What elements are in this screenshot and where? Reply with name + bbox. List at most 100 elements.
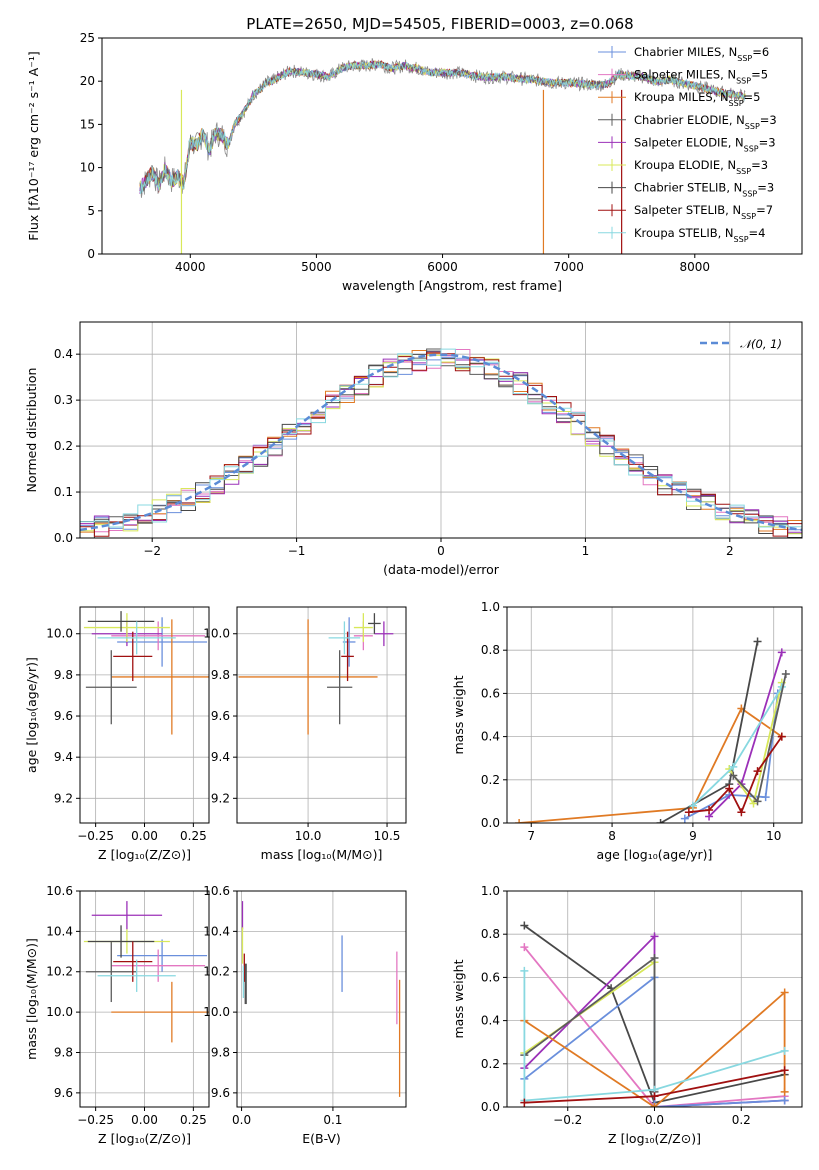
y-tick-label: 0.8 (481, 643, 500, 657)
y-tick-label: 1.0 (481, 600, 500, 614)
y-tick-label: 10 (80, 161, 95, 175)
y-tick-label: 0.6 (481, 686, 500, 700)
x-tick-label: 0.1 (323, 1113, 342, 1127)
y-tick-label: 10.0 (203, 1005, 230, 1019)
legend-subscript: SSP (737, 54, 752, 63)
weight-marker-1 (520, 943, 529, 952)
weight-line-8 (523, 970, 785, 1102)
y-tick-label: 10.0 (46, 627, 73, 641)
errorbars (83, 901, 209, 1043)
age-vs-metallicity-panel: −0.25 0.00 0.25 9.2 9.4 9.6 9.8 10.0 Z [log₁₀(Z/… (24, 606, 210, 862)
y-tick-label: 0.8 (481, 927, 500, 941)
y-tick-label: 10.4 (203, 924, 230, 938)
legend-label-3: Chabrier ELODIE, NSSP=3 (634, 113, 777, 131)
x-tick-label: 10.5 (374, 829, 401, 843)
axes-frame (236, 606, 407, 824)
y-tick-label: 0.1 (54, 485, 73, 499)
y-tick-label: 0.0 (54, 531, 73, 545)
x-tick-label: −0.25 (77, 1113, 114, 1127)
weight-marker-7 (650, 1092, 659, 1101)
y-tick-label: 9.8 (211, 1045, 230, 1059)
x-tick-label: 5000 (301, 260, 332, 274)
weight-marker-4 (650, 932, 659, 941)
x-tick-label: 10 (766, 829, 781, 843)
axes-frame (506, 890, 803, 1108)
mass-weight-vs-metallicity-panel: −0.2 0.0 0.2 0.0 0.2 0.4 0.6 0.8 1.0 Z [log₁₀(Z/Z… (451, 884, 803, 1146)
weight-marker-7 (753, 767, 762, 776)
y-tick-label: 0.4 (481, 730, 500, 744)
y-tick-label: 0.0 (481, 816, 500, 830)
x-tick-label: 0.0 (232, 1113, 251, 1127)
weight-marker-2 (780, 988, 789, 997)
y-tick-label: 9.4 (54, 750, 73, 764)
x-tick-label: 6000 (427, 260, 458, 274)
axes-frame (79, 890, 210, 1108)
mass-vs-metallicity-panel: −0.25 0.00 0.25 9.6 9.8 10.0 10.2 10.4 10.6 Z [lo… (24, 884, 210, 1146)
legend-count: =5 (744, 90, 761, 104)
x-tick-label: −0.25 (77, 829, 114, 843)
weight-line-3 (523, 956, 656, 1092)
weight-line-2 (523, 990, 786, 1107)
weight-marker-0 (780, 1096, 789, 1105)
y-tick-label: 10.0 (46, 1005, 73, 1019)
y-tick-label: 10.2 (203, 965, 230, 979)
x-axis-label: Z [log₁₀(Z/Z⊙)] (98, 847, 191, 862)
weight-marker-0 (761, 793, 770, 802)
y-tick-label: 10.2 (46, 965, 73, 979)
y-tick-label: 15 (80, 117, 95, 131)
spectrum-lines (139, 58, 746, 254)
legend-subscript: SSP (734, 234, 749, 243)
weight-marker-8 (729, 762, 738, 771)
weight-marker-6 (656, 819, 665, 823)
weight-marker-3 (729, 771, 738, 780)
weight-marker-7 (705, 806, 714, 815)
weight-marker-7 (725, 784, 734, 793)
weight-marker-3 (781, 669, 790, 678)
x-tick-label: −2 (143, 544, 161, 558)
y-axis-label: Flux [fλ10⁻¹⁷ erg cm⁻² s⁻¹ A⁻¹] (26, 51, 41, 240)
legend-count: =3 (751, 158, 768, 172)
x-tick-label: −1 (288, 544, 306, 558)
normal-reference-curve (80, 353, 802, 532)
y-tick-label: 0.6 (481, 970, 500, 984)
weight-marker-2 (515, 819, 524, 823)
x-axis-label: Z [log₁₀(Z/Z⊙)] (98, 1131, 191, 1146)
axes-frame (79, 321, 803, 539)
errorbars (238, 613, 394, 735)
weight-line-6 (523, 924, 785, 1104)
legend-count: =3 (759, 135, 776, 149)
weight-marker-4 (777, 648, 786, 657)
y-tick-label: 0.3 (54, 393, 73, 407)
weight-line-1 (523, 946, 785, 1107)
x-tick-label: 0.25 (180, 1113, 207, 1127)
axes-frame (101, 37, 803, 255)
legend-subscript: SSP (745, 121, 760, 130)
y-tick-label: 9.8 (54, 1045, 73, 1059)
x-tick-label: 0 (437, 544, 445, 558)
weight-marker-3 (753, 797, 762, 806)
x-tick-label: 2 (726, 544, 734, 558)
legend-label-4: Salpeter ELODIE, NSSP=3 (634, 135, 776, 153)
y-tick-label: 10.0 (203, 627, 230, 641)
legend-subscript: SSP (742, 189, 757, 198)
y-tick-label: 9.8 (54, 668, 73, 682)
legend: Chabrier MILES, NSSP=6 Salpeter MILES, NS… (598, 45, 777, 243)
spectrum-panel: 4000 5000 6000 7000 8000 0 5 10 15 20 25 wavelength… (26, 31, 803, 293)
legend-count: =5 (751, 68, 768, 82)
x-tick-label: 0.00 (131, 1113, 158, 1127)
legend-subscript: SSP (741, 212, 756, 221)
y-tick-label: 0.2 (54, 439, 73, 453)
axes-frame (79, 606, 210, 824)
y-tick-label: 0.2 (481, 773, 500, 787)
y-tick-label: 9.2 (211, 791, 230, 805)
legend-subscript: SSP (744, 144, 759, 153)
y-tick-label: 9.4 (211, 750, 230, 764)
y-tick-label: 10.6 (203, 884, 230, 898)
y-axis-label: mass weight (451, 959, 466, 1038)
weight-lines (520, 921, 789, 1107)
y-tick-label: 0.2 (481, 1057, 500, 1071)
y-axis-label: Normed distribution (24, 368, 39, 493)
mass-vs-ebv-panel: 0.0 0.1 9.6 9.8 10.0 10.2 10.4 10.6 E(B-V) (203, 884, 407, 1146)
weight-lines (515, 637, 790, 823)
